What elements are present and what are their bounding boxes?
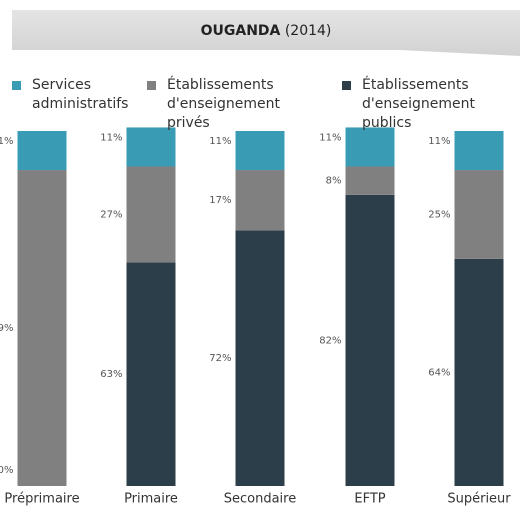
bar-segment [126,166,176,263]
legend-item: Services administratifs [12,76,129,114]
value-label: 64% [428,367,450,378]
bar-segment [454,131,504,171]
value-label: 11% [0,136,14,147]
value-label: 11% [428,136,450,147]
x-tick-label: EFTP [354,492,385,507]
value-label: 25% [428,209,450,220]
bar-segment [235,170,285,231]
value-label: 63% [100,369,122,380]
title-banner [12,10,520,56]
legend-item: Établissements d'enseignement privés [147,76,307,133]
bar-segment [126,127,176,167]
legend-swatch [12,81,21,90]
legend-label: Établissements d'enseignement privés [167,77,281,131]
legend-label: Établissements d'enseignement publics [362,77,476,131]
value-label: 17% [209,195,231,206]
x-tick-label: Préprimaire [4,492,79,507]
bar-segment [345,194,395,486]
value-label: 0% [0,465,14,476]
value-label: 72% [209,353,231,364]
bar-segment [235,131,285,171]
legend-label: Services administratifs [32,77,129,112]
bar-segment [454,170,504,259]
legend-item: Établissements d'enseignement publics [342,76,517,133]
bar-segment [235,230,285,486]
bar-segment [17,131,67,171]
value-label: 89% [0,323,14,334]
legend-swatch [342,81,351,90]
bar-segment [345,166,395,195]
value-label: 82% [319,335,341,346]
legend-swatch [147,81,156,90]
value-label: 11% [100,132,122,143]
chart-title: OUGANDA (2014) [201,23,332,39]
bar-segment [454,258,504,486]
value-label: 11% [209,136,231,147]
x-tick-label: Primaire [124,492,178,507]
bar-segment [126,262,176,486]
value-label: 27% [100,209,122,220]
x-tick-label: Supérieur [447,492,511,507]
value-label: 8% [326,176,342,187]
bar-segment [17,170,67,487]
value-label: 11% [319,132,341,143]
bar-segment [345,127,395,167]
x-tick-label: Secondaire [224,492,296,507]
